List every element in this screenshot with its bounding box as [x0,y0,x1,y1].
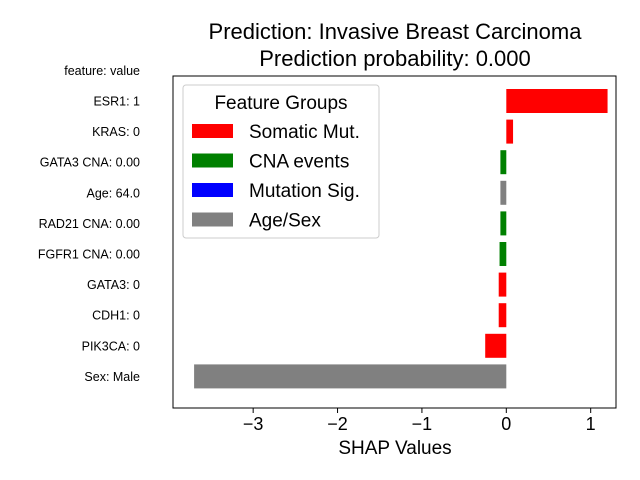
chart-title-line1: Prediction: Invasive Breast Carcinoma [209,19,583,44]
x-ticks: −3 −2 −1 0 1 [243,408,596,434]
legend-entries: Somatic Mut. CNA events Mutation Sig. Age/S… [192,122,360,232]
legend-swatch-1 [192,153,233,168]
legend-label-2: Mutation Sig. [249,181,360,202]
legend-swatch-2 [192,183,233,197]
bar-2 [500,150,507,175]
x-tick-label-0: −3 [243,414,264,434]
legend: Feature Groups Somatic Mut. CNA events Mut… [182,84,380,239]
bar-8 [485,333,507,358]
bar-9 [194,364,507,389]
y-tick-label-8: PIK3CA: 0 [82,339,140,353]
plot-frame [172,75,617,409]
y-tick-label-6: GATA3: 0 [87,278,140,292]
bars-layer [194,89,608,389]
legend-label-3: Age/Sex [249,211,321,232]
x-axis-label: SHAP Values [338,438,451,459]
y-axis-header: feature: value [64,64,140,78]
bar-3 [500,180,507,205]
x-tick-label-2: −1 [412,414,433,434]
y-tick-label-3: Age: 64.0 [86,186,140,200]
legend-label-0: Somatic Mut. [249,122,360,143]
x-tick-label-1: −2 [327,414,348,434]
bar-5 [499,242,507,266]
bar-4 [500,211,507,236]
y-tick-label-0: ESR1: 1 [93,95,140,109]
legend-label-1: CNA events [249,152,349,173]
y-tick-label-4: RAD21 CNA: 0.00 [39,217,140,231]
y-tick-label-5: FGFR1 CNA: 0.00 [38,248,140,262]
y-tick-label-7: CDH1: 0 [92,309,140,323]
y-tick-label-9: Sex: Male [84,370,140,384]
chart-title-line2: Prediction probability: 0.000 [259,46,531,71]
legend-box [182,84,380,239]
bar-6 [498,272,507,297]
y-tick-label-2: GATA3 CNA: 0.00 [40,156,140,170]
legend-swatch-0 [192,124,233,138]
bar-7 [498,303,507,328]
x-tick-label-3: 0 [501,414,511,434]
legend-swatch-3 [192,212,233,227]
bar-0 [506,89,608,113]
y-tick-label-1: KRAS: 0 [92,125,140,139]
legend-title: Feature Groups [214,93,347,114]
bar-1 [506,119,514,144]
y-tick-labels: ESR1: 1 KRAS: 0 GATA3 CNA: 0.00 Age: 64.0 RA… [38,95,140,384]
x-tick-label-4: 1 [586,414,596,434]
